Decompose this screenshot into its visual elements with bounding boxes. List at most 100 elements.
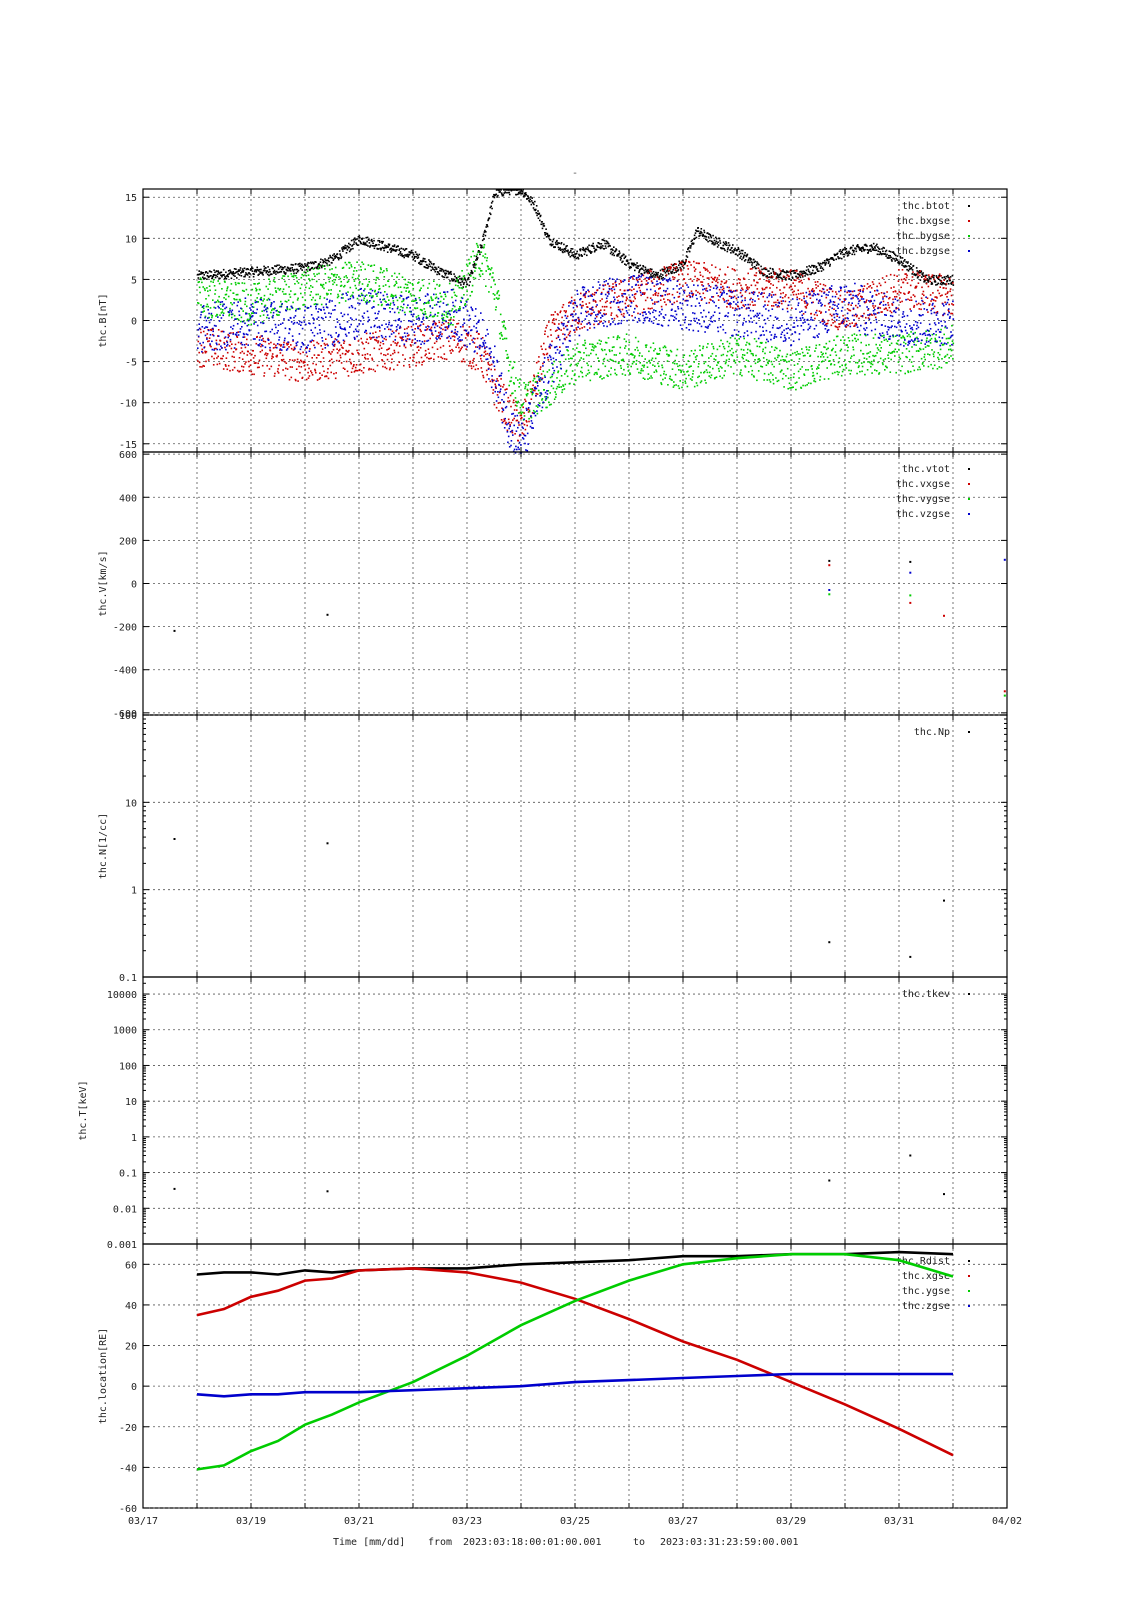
data-point [400, 247, 403, 250]
data-point [253, 283, 255, 285]
data-point [344, 368, 346, 370]
data-point [322, 365, 324, 368]
data-point [830, 257, 832, 259]
data-point [340, 284, 343, 287]
data-point [614, 360, 617, 363]
data-point [489, 268, 492, 271]
data-point [539, 368, 542, 370]
data-point [892, 251, 895, 253]
data-point [332, 283, 334, 286]
data-point [446, 316, 449, 318]
data-point [854, 323, 857, 325]
data-point [369, 336, 371, 339]
data-point [407, 253, 409, 256]
data-point [228, 313, 231, 316]
data-point [390, 247, 393, 250]
data-point [649, 269, 651, 272]
data-point [909, 358, 911, 361]
data-point [325, 338, 327, 340]
data-point [678, 295, 681, 298]
data-point [797, 353, 799, 355]
data-point [705, 287, 708, 290]
data-point [590, 244, 593, 247]
data-point [496, 291, 499, 293]
data-point [420, 263, 423, 265]
data-point [417, 254, 419, 257]
data-point [212, 275, 214, 277]
data-point [323, 260, 325, 263]
data-point [481, 246, 483, 249]
data-point [510, 405, 512, 408]
data-point [840, 251, 842, 253]
data-point [721, 247, 724, 250]
data-point [367, 264, 370, 266]
data-point [212, 364, 215, 366]
data-point [282, 288, 285, 290]
data-point [867, 352, 870, 354]
data-point [555, 387, 558, 390]
data-point [448, 323, 450, 325]
data-point [411, 283, 414, 285]
data-point [742, 357, 744, 360]
data-point [236, 270, 239, 273]
data-point [739, 371, 742, 374]
data-point [450, 309, 453, 312]
data-point [430, 326, 433, 329]
data-point [897, 280, 900, 282]
data-point [395, 250, 397, 252]
data-point [559, 361, 561, 363]
data-point [369, 338, 372, 340]
data-point [546, 406, 548, 409]
data-point [727, 247, 729, 249]
data-point [213, 306, 215, 309]
data-point [262, 274, 264, 276]
data-point [255, 289, 258, 292]
data-point [758, 291, 760, 294]
data-point [393, 272, 396, 275]
data-point [278, 343, 281, 346]
data-point [370, 288, 372, 290]
data-point [222, 268, 225, 271]
data-point [581, 301, 584, 303]
data-point [206, 278, 208, 280]
data-point [920, 308, 922, 311]
data-point [507, 356, 510, 359]
data-point [868, 356, 871, 358]
data-point [283, 346, 286, 348]
data-point [277, 311, 280, 313]
data-point [594, 372, 597, 374]
data-point [662, 268, 665, 271]
data-point [219, 271, 222, 274]
data-point [865, 344, 867, 347]
data-point [325, 259, 328, 262]
data-point [489, 272, 492, 275]
data-point [748, 258, 750, 261]
data-point [371, 240, 373, 243]
data-point [216, 275, 219, 278]
data-point [774, 293, 777, 296]
data-point [553, 372, 555, 374]
data-point [825, 352, 827, 355]
data-point [526, 394, 528, 397]
data-point [256, 289, 258, 291]
data-point [590, 352, 592, 355]
data-point [699, 271, 701, 274]
data-point [574, 353, 577, 356]
data-point [827, 378, 830, 380]
data-point [523, 192, 526, 195]
data-point [651, 276, 654, 278]
data-point [490, 205, 492, 208]
data-point [369, 265, 372, 267]
data-point [727, 290, 730, 292]
data-point [453, 316, 455, 318]
data-point [261, 310, 263, 312]
data-point [829, 360, 831, 362]
data-point [330, 358, 333, 361]
data-point [277, 368, 279, 370]
data-point [439, 346, 442, 349]
data-point [520, 412, 523, 415]
data-point [679, 266, 681, 269]
data-point [314, 368, 316, 371]
data-point [239, 269, 241, 271]
data-point [342, 347, 344, 349]
